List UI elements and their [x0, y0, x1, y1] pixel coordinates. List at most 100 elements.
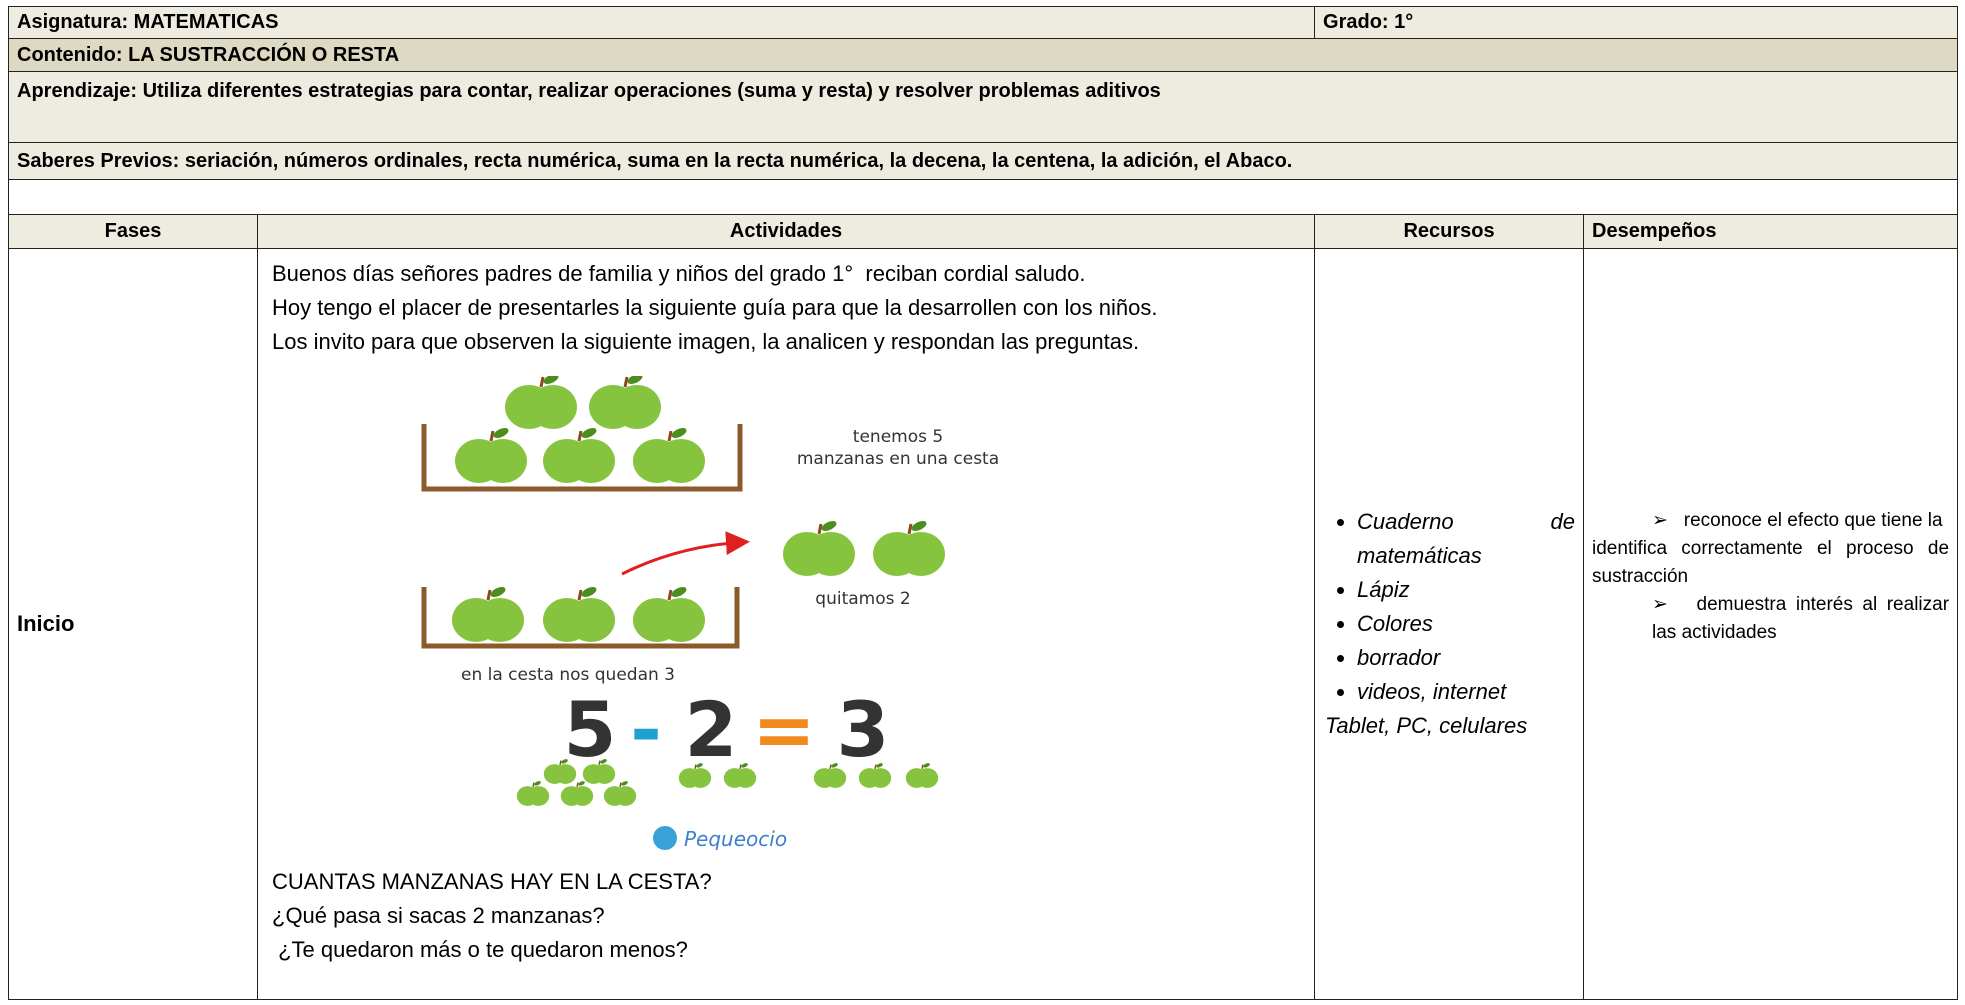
apple-leaf: [561, 759, 568, 764]
column-header: Fases: [8, 214, 258, 249]
resource-extra: Tablet, PC, celulares: [1325, 713, 1528, 738]
apple-stem: [598, 760, 601, 766]
apple-leaf: [671, 428, 687, 438]
apple-stem: [694, 764, 697, 770]
activities: Buenos días señores padres de familia y …: [256, 248, 1316, 1000]
label: tenemos 5: [853, 427, 943, 447]
apple-stem: [921, 764, 924, 770]
apple: [529, 385, 577, 429]
apple-stem: [667, 430, 673, 442]
apple-stem: [489, 430, 495, 442]
apple-stem: [577, 430, 583, 442]
apple: [567, 598, 615, 642]
apple: [689, 768, 712, 788]
apple: [657, 598, 705, 642]
equation-symbol: 5: [564, 685, 617, 774]
row: Inicio Buenos días señores padres de fam…: [8, 248, 1959, 1000]
apple-leaf: [493, 428, 509, 438]
apple: [567, 439, 615, 483]
apple: [734, 768, 757, 788]
resource: Lápiz: [1357, 573, 1575, 607]
row: Saberes Previos: seriación, números ordi…: [7, 142, 1959, 180]
apple: [614, 786, 637, 806]
subject: Asignatura: MATEMATICAS: [7, 6, 1316, 39]
questions: CUANTAS MANZANAS HAY EN LA CESTA? ¿Qué pa…: [272, 865, 712, 967]
apple-leaf: [876, 763, 883, 768]
performance: ➢ reconoce el efecto que tiene la: [1652, 510, 1943, 531]
grade: Grado: 1°: [1314, 6, 1959, 39]
basket: [421, 424, 743, 492]
prior-knowledge: Saberes Previos: seriación, números ordi…: [7, 142, 1959, 180]
label: en la cesta nos quedan 3: [461, 665, 675, 685]
apple-leaf: [627, 376, 643, 384]
apple-leaf: [600, 759, 607, 764]
row: Aprendizaje: Utiliza diferentes estrateg…: [7, 71, 1959, 143]
resource: videos, internet: [1357, 675, 1575, 709]
apple-leaf: [923, 763, 930, 768]
apple-leaf: [490, 587, 506, 597]
apple-stem: [817, 523, 823, 535]
row: Fases Actividades Recursos Desempeños: [8, 214, 1959, 249]
resource-list: Cuaderno de matemáticasLápizColoresborra…: [1323, 505, 1575, 709]
question-line: CUANTAS MANZANAS HAY EN LA CESTA?: [272, 869, 712, 894]
column-header: Actividades: [256, 214, 1316, 249]
resource: Colores: [1357, 607, 1575, 641]
brand: Pequeocio: [684, 827, 787, 851]
intro-line: Hoy tengo el placer de presentarles la s…: [272, 295, 1158, 320]
column-header: Recursos: [1314, 214, 1585, 249]
apple-leaf: [671, 587, 687, 597]
apple-leaf: [696, 763, 703, 768]
performance-text: demuestra interés al realizar las activi…: [1652, 594, 1950, 643]
equation-symbol: 3: [837, 685, 890, 774]
apple-leaf: [581, 428, 597, 438]
apple-stem: [907, 523, 913, 535]
row: Contenido: LA SUSTRACCIÓN O RESTA: [7, 38, 1959, 72]
content: Contenido: LA SUSTRACCIÓN O RESTA: [7, 38, 1959, 72]
label: manzanas en una cesta: [797, 449, 999, 469]
apple: [916, 768, 939, 788]
performances: ➢ reconoce el efecto que tiene la identi…: [1583, 248, 1959, 1000]
apple: [869, 768, 892, 788]
apple: [807, 532, 855, 576]
apple-stem: [739, 764, 742, 770]
apple-stem: [874, 764, 877, 770]
equation-symbol: 2: [685, 685, 738, 774]
row: [7, 179, 1959, 215]
question-line: ¿Te quedaron más o te quedaron menos?: [272, 937, 688, 962]
apple-stem: [559, 760, 562, 766]
label: quitamos 2: [815, 589, 910, 609]
apple: [593, 764, 616, 784]
apple: [897, 532, 945, 576]
apple: [657, 439, 705, 483]
column-header: Desempeños: [1583, 214, 1959, 249]
apple-leaf: [741, 763, 748, 768]
performance-text: reconoce el efecto que tiene la: [1683, 510, 1943, 531]
apple-stem: [667, 589, 673, 601]
apple-stem: [539, 376, 545, 388]
apple-stem: [532, 782, 535, 788]
question-line: ¿Qué pasa si sacas 2 manzanas?: [272, 903, 605, 928]
apple-leaf: [578, 781, 585, 786]
apple-stem: [619, 782, 622, 788]
intro: Buenos días señores padres de familia y …: [272, 257, 1157, 359]
apple: [554, 764, 577, 784]
intro-line: Buenos días señores padres de familia y …: [272, 261, 1086, 286]
blank-cell: [7, 179, 1959, 215]
apple: [571, 786, 594, 806]
performance-text: identifica correctamente el proceso de s…: [1592, 538, 1950, 587]
apple-stem: [576, 782, 579, 788]
resource: borrador: [1357, 641, 1575, 675]
apple-leaf: [581, 587, 597, 597]
equation-symbol: =: [752, 685, 816, 774]
apple-leaf: [621, 781, 628, 786]
learning: Aprendizaje: Utiliza diferentes estrateg…: [7, 71, 1959, 143]
apple-leaf: [831, 763, 838, 768]
intro-line: Los invito para que observen la siguient…: [272, 329, 1140, 354]
apple-stem: [577, 589, 583, 601]
equation-symbol: -: [630, 685, 662, 774]
apple-leaf: [911, 521, 927, 531]
apple-leaf: [543, 376, 559, 384]
